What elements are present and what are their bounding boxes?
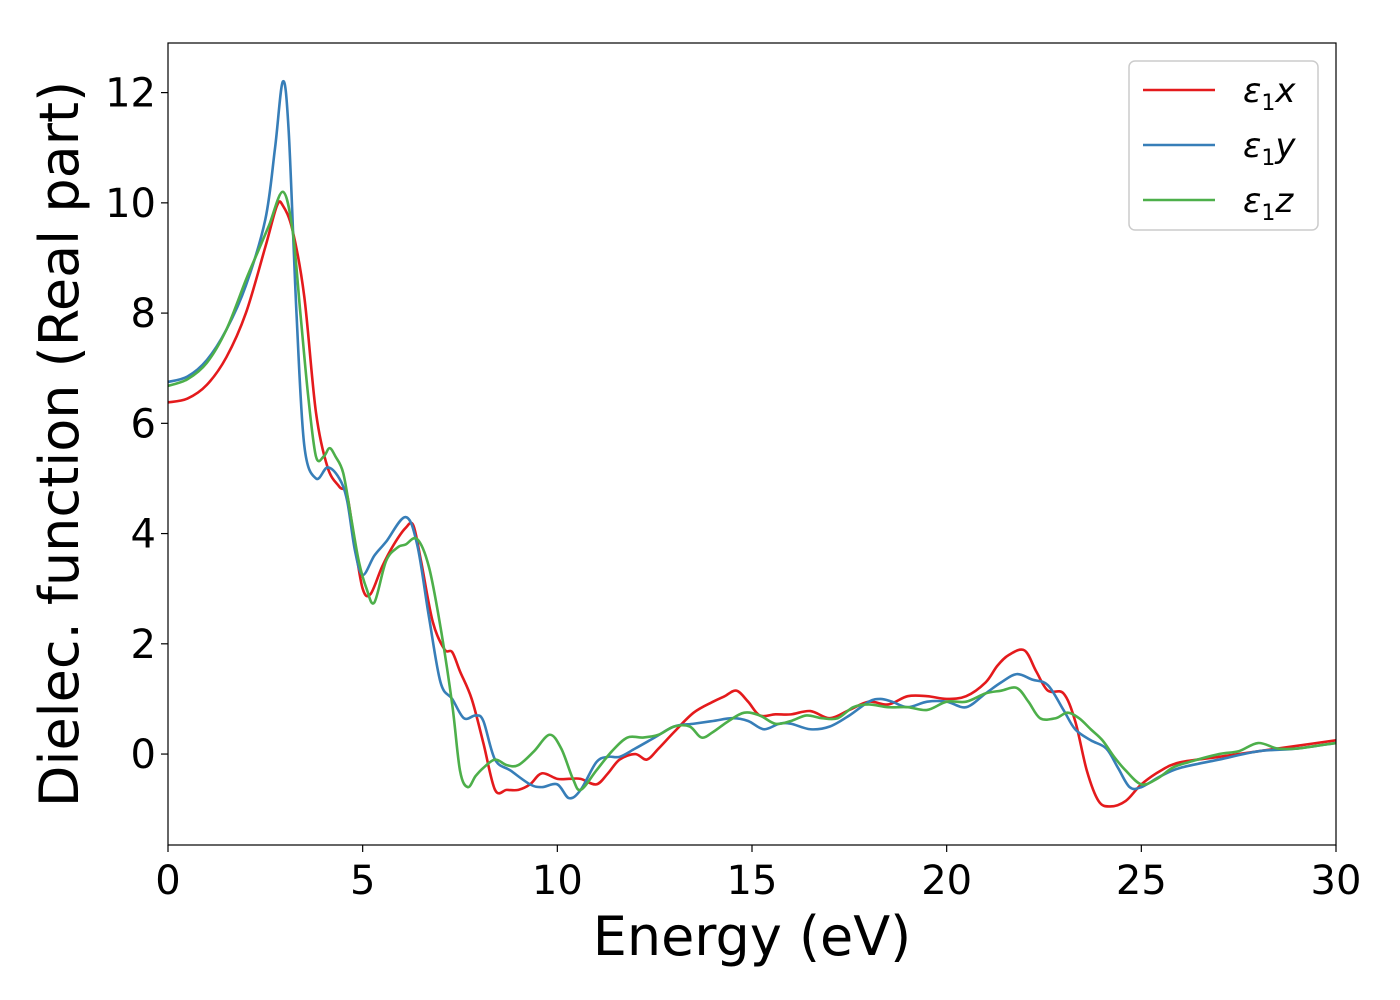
x-axis-title: Energy (eV) — [593, 905, 912, 968]
y-tick-label: 6 — [131, 401, 156, 447]
x-tick-label: 20 — [921, 858, 972, 904]
x-axis: 0 5 10 15 20 25 30 — [155, 845, 1361, 904]
y-tick-label: 10 — [105, 181, 156, 227]
legend-label-x: ε1x — [1243, 71, 1296, 116]
y-axis-title: Dielec. function (Real part) — [28, 81, 91, 807]
x-tick-label: 0 — [155, 858, 180, 904]
series-line-y — [168, 80, 1336, 800]
x-tick-label: 25 — [1116, 858, 1167, 904]
x-tick-label: 15 — [727, 858, 778, 904]
y-tick-label: 8 — [131, 291, 156, 337]
x-tick-label: 30 — [1311, 858, 1362, 904]
y-tick-label: 2 — [131, 622, 156, 668]
series-line-z — [168, 190, 1336, 792]
legend-label-z: ε1z — [1243, 181, 1294, 226]
x-tick-label: 5 — [350, 858, 375, 904]
y-tick-label: 12 — [105, 71, 156, 117]
legend-box — [1128, 60, 1319, 231]
legend: ε1x ε1y ε1z — [1128, 60, 1319, 231]
y-tick-label: 4 — [131, 512, 156, 558]
y-axis: 0 2 4 6 8 10 12 — [105, 71, 168, 778]
y-tick-label: 0 — [131, 732, 156, 778]
x-tick-label: 10 — [532, 858, 583, 904]
legend-label-y: ε1y — [1243, 126, 1296, 171]
series-layer — [168, 80, 1336, 808]
